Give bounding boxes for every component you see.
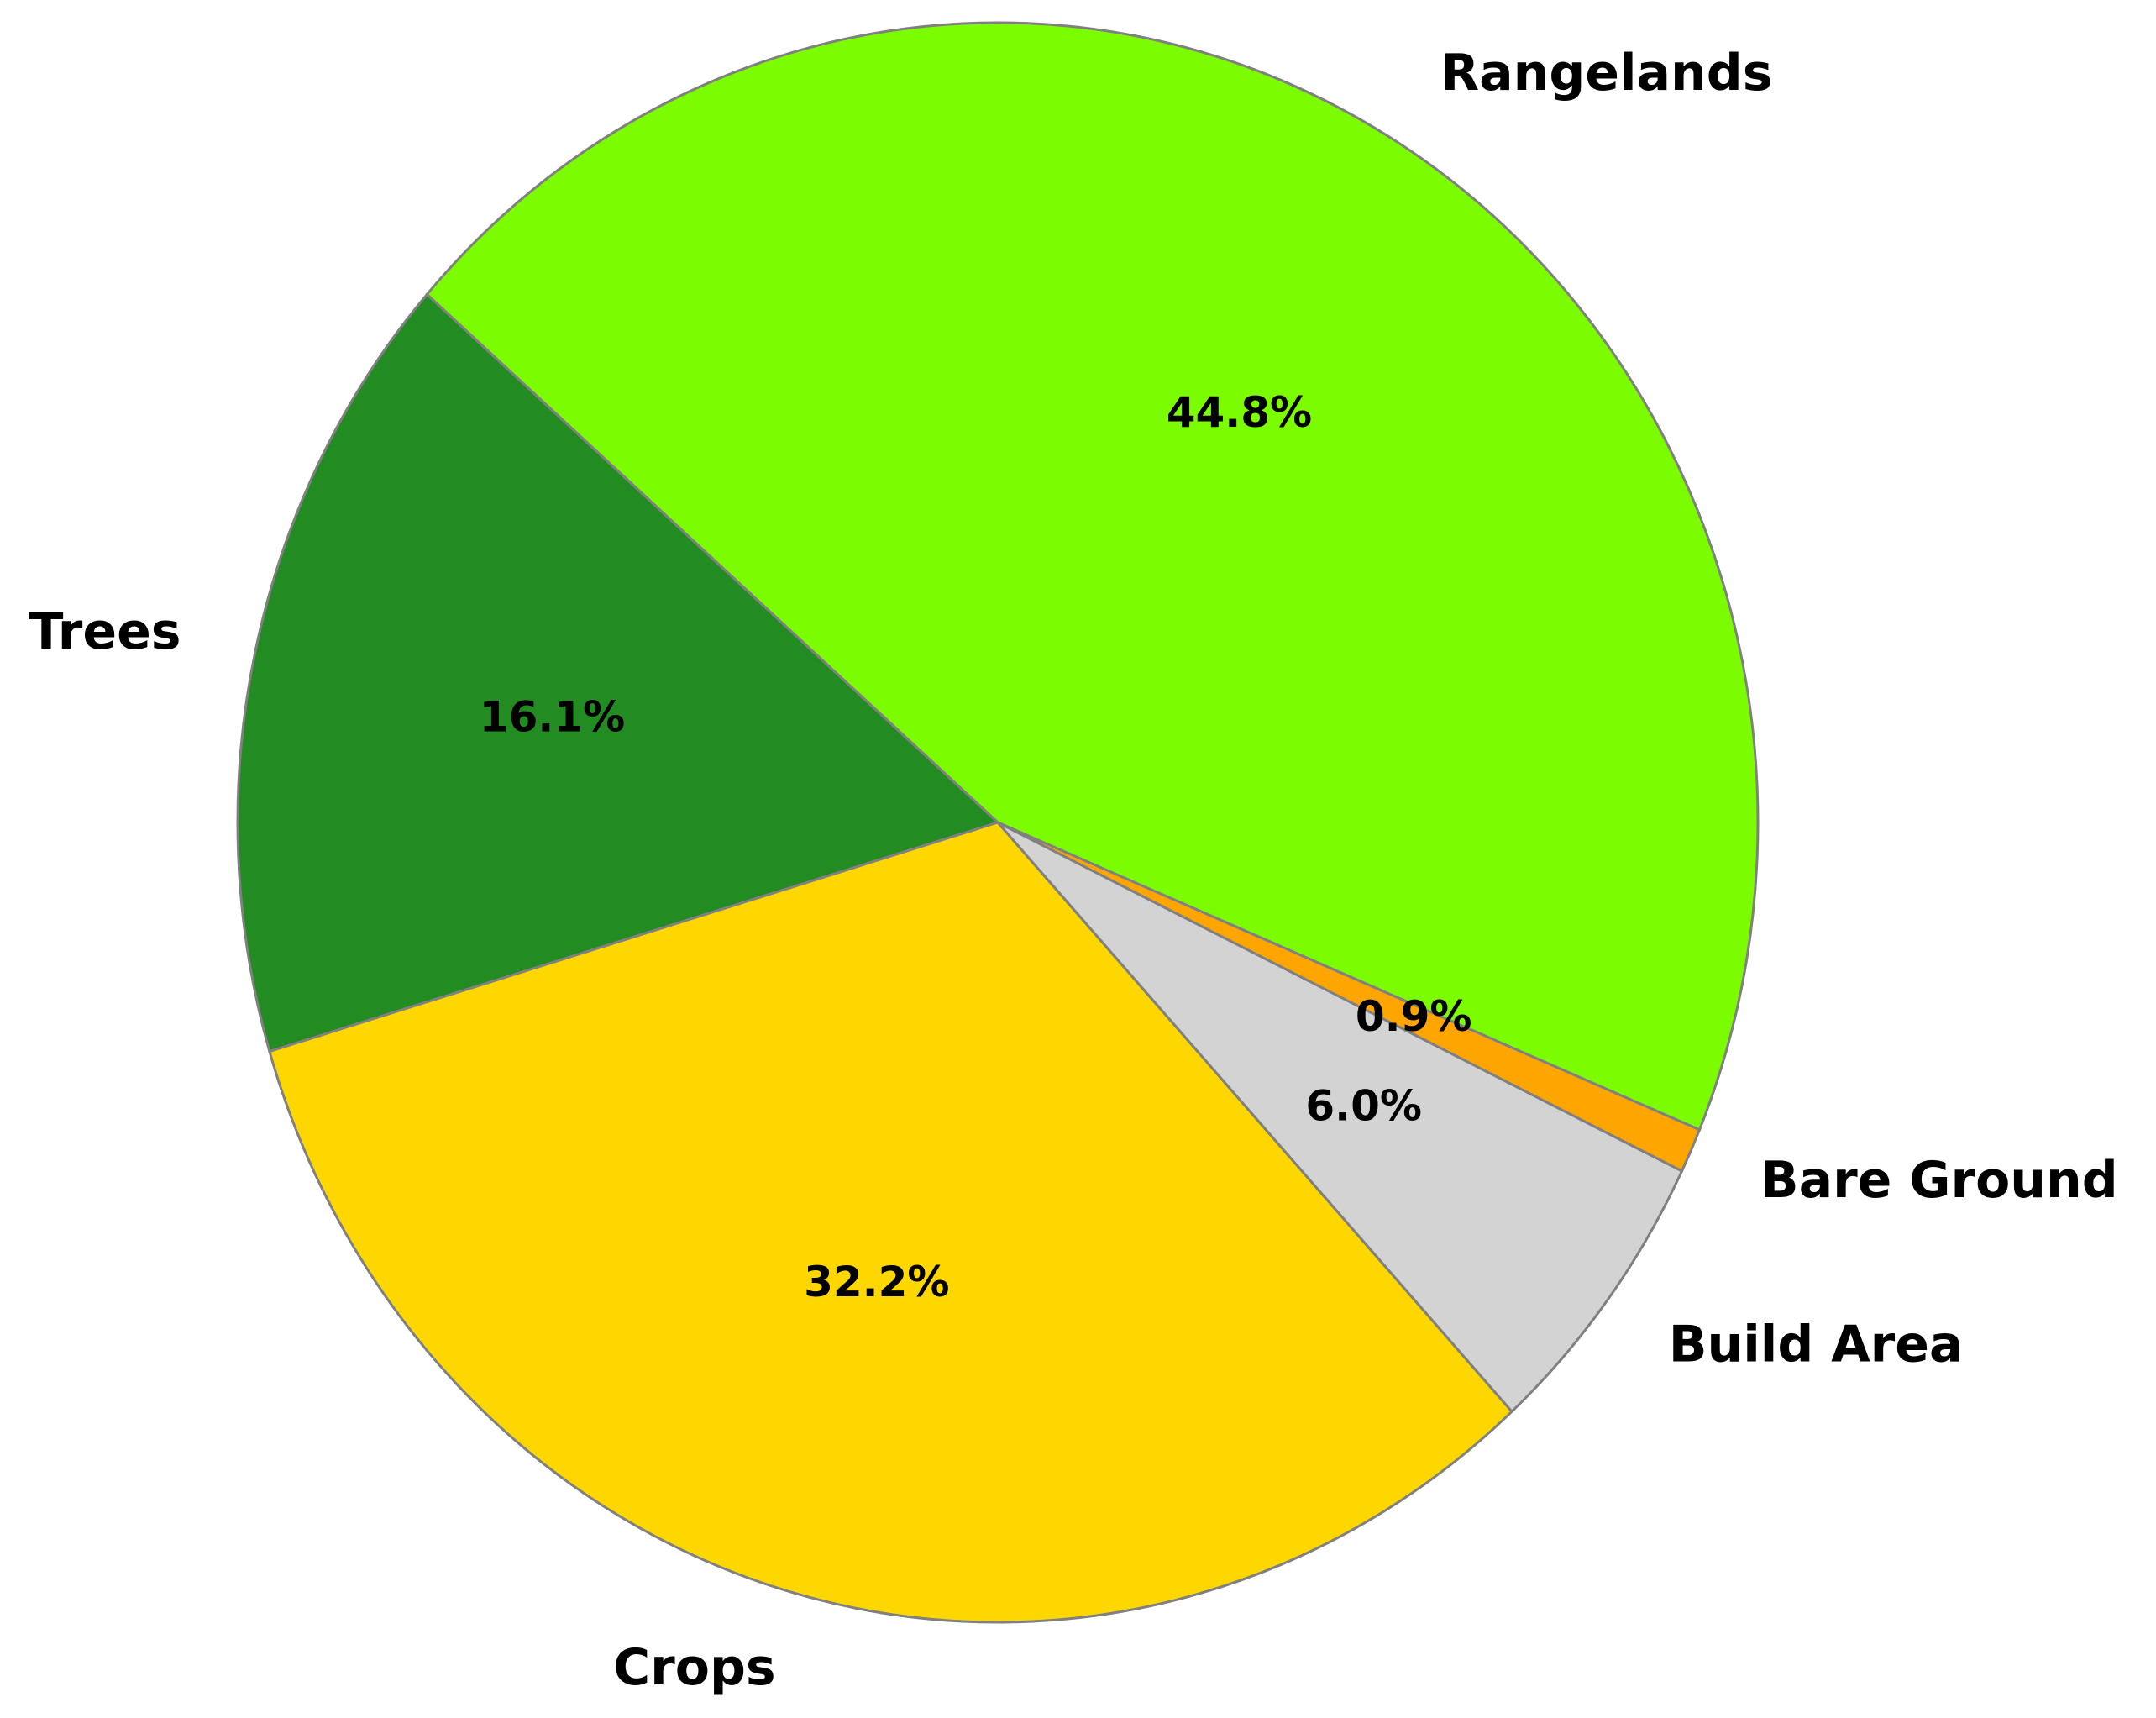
slice-label: Trees — [29, 602, 181, 661]
percent-label: 16.1% — [480, 692, 625, 741]
slice-label: Crops — [613, 1638, 776, 1697]
percent-label: 44.8% — [1167, 388, 1312, 437]
slice-label: Rangelands — [1440, 44, 1772, 102]
pie-slice — [236, 292, 1000, 1053]
percent-label: 32.2% — [804, 1258, 949, 1306]
pie-slice — [997, 821, 1702, 1173]
pie-slice — [268, 821, 1514, 1624]
percent-label: 6.0% — [1305, 1081, 1422, 1130]
slice-label: Bare Ground — [1760, 1151, 2118, 1210]
percent-label: 0.9% — [1356, 992, 1472, 1041]
pie-slice — [996, 821, 1684, 1414]
slice-label: Build Area — [1669, 1316, 1964, 1374]
pie-slice — [425, 21, 1760, 1132]
